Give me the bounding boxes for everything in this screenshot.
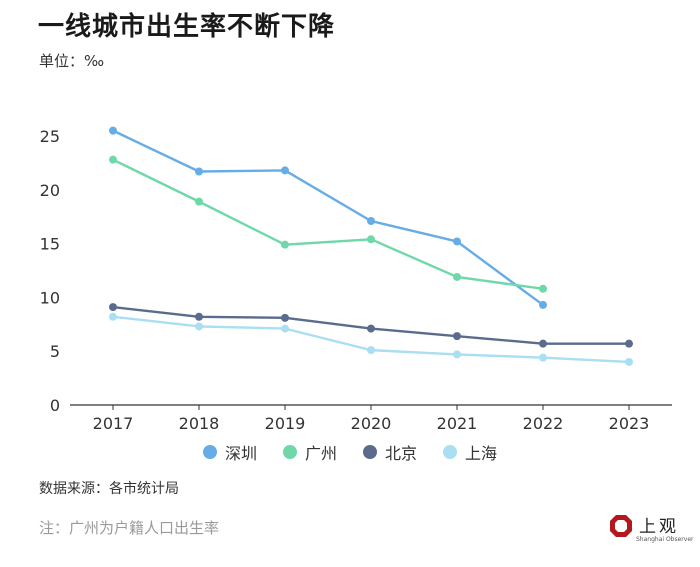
data-point	[539, 339, 547, 348]
x-tick-label: 2017	[93, 414, 134, 430]
legend-marker	[363, 445, 377, 459]
data-point	[367, 217, 375, 226]
data-point	[539, 353, 547, 362]
data-point	[281, 166, 289, 175]
y-tick-label: 25	[40, 127, 60, 146]
brand-logo: 上观 Shanghai Observer	[609, 512, 693, 552]
brand-logo-icon	[610, 515, 632, 537]
data-point	[453, 272, 461, 281]
data-point	[367, 235, 375, 244]
y-tick-label: 15	[40, 235, 60, 254]
x-tick-label: 2019	[265, 414, 306, 430]
data-point	[109, 312, 117, 321]
data-point	[453, 332, 461, 341]
series-line	[112, 129, 544, 306]
legend-marker	[443, 445, 458, 459]
data-point	[453, 237, 461, 246]
legend-label: 上海	[465, 444, 498, 463]
data-point	[539, 284, 547, 293]
y-tick-label: 10	[40, 288, 60, 307]
legend-item: 深圳	[202, 440, 257, 464]
x-tick-label: 2023	[609, 414, 650, 430]
x-tick-label: 2018	[179, 414, 220, 430]
data-point	[625, 357, 633, 366]
data-point	[539, 300, 547, 309]
legend-marker	[282, 445, 297, 459]
data-point	[281, 240, 289, 249]
data-point	[109, 126, 117, 135]
brand-name: 上观	[639, 517, 679, 537]
data-point	[195, 167, 203, 176]
data-point	[109, 303, 117, 312]
x-tick-label: 2020	[351, 414, 392, 430]
legend-item: 广州	[282, 440, 337, 464]
x-tick-label: 2022	[523, 414, 564, 430]
data-point	[367, 324, 375, 333]
data-point	[281, 324, 289, 333]
footnote: 注：广州为户籍人口出生率	[39, 519, 220, 537]
series-line	[112, 158, 544, 290]
x-tick-label: 2021	[437, 414, 478, 430]
legend-item: 北京	[363, 440, 417, 464]
data-point	[195, 322, 203, 331]
legend-label: 深圳	[224, 444, 257, 463]
y-tick-label: 5	[50, 342, 60, 361]
line-chart: 0 5 10 15 20 25 2017 2018 2019 2020 2021 2022 2023	[40, 126, 672, 430]
data-source: 数据来源：各市统计局	[39, 481, 179, 497]
series-line	[112, 315, 630, 364]
brand-subtitle: Shanghai Observer	[636, 536, 694, 543]
y-tick-label: 20	[40, 181, 60, 200]
data-point	[625, 339, 633, 348]
y-tick-label: 0	[50, 396, 60, 415]
data-point	[109, 155, 117, 164]
data-point	[195, 312, 203, 321]
data-point	[367, 346, 375, 355]
legend-label: 广州	[304, 444, 337, 463]
data-point	[195, 197, 203, 206]
chart-title: 一线城市出生率不断下降	[38, 12, 336, 42]
data-point	[453, 350, 461, 359]
chart-legend: 深圳 广州 北京 上海	[0, 440, 700, 464]
legend-item: 上海	[443, 440, 497, 464]
unit-label: 单位：‰	[39, 52, 105, 70]
legend-label: 北京	[385, 444, 418, 463]
legend-marker	[202, 445, 217, 459]
data-point	[281, 313, 289, 322]
